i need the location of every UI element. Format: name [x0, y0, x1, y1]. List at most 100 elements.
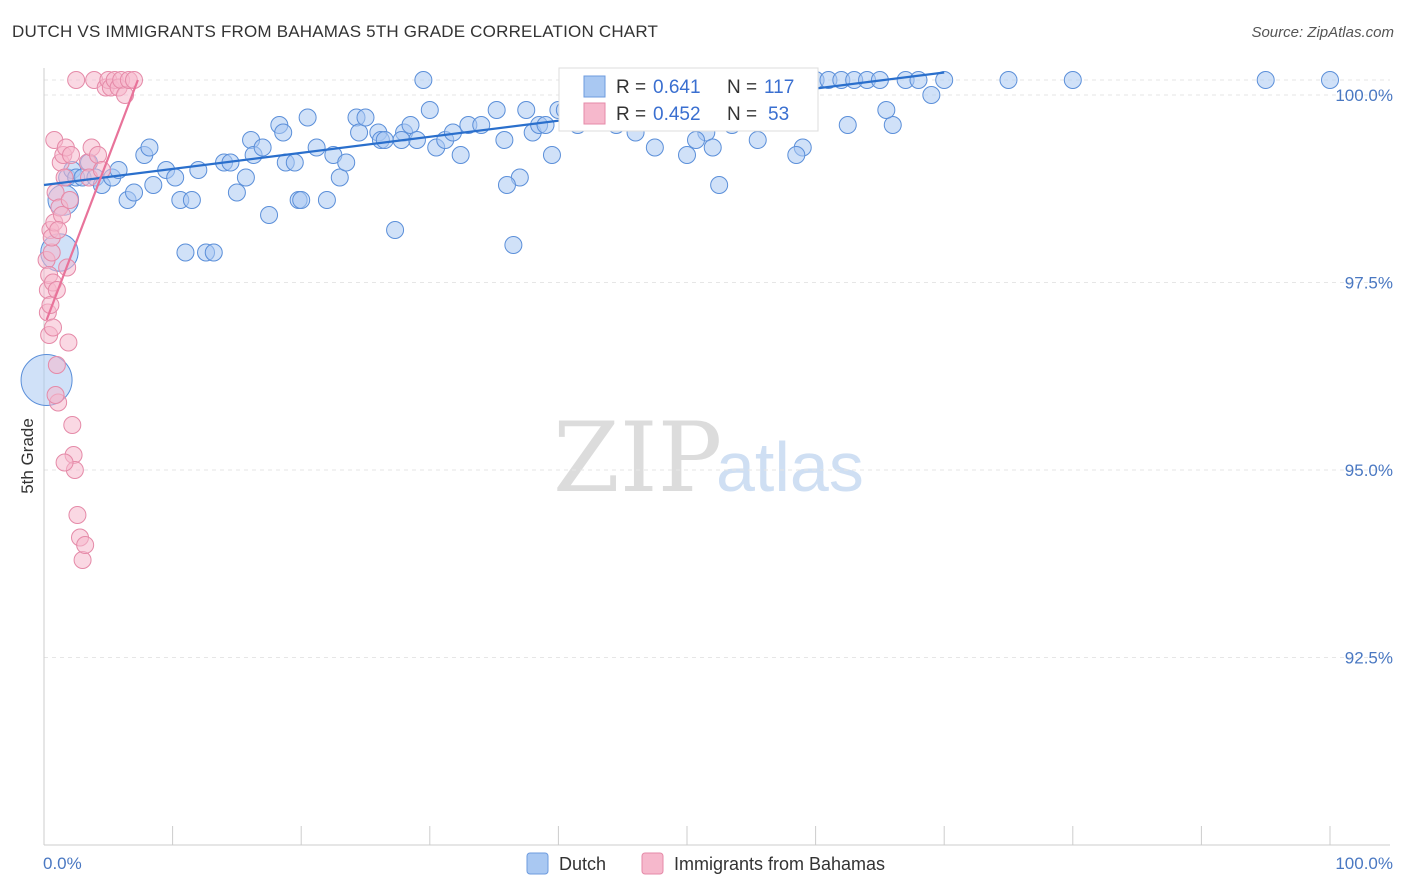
series-0-point-18: [182, 191, 201, 209]
series-0-point-115: [999, 71, 1018, 89]
series-0-point-43: [375, 131, 394, 149]
stats-r-value-bahamas: 0.452: [653, 104, 701, 125]
series-1-points: [37, 71, 144, 569]
series-0-point-49: [420, 101, 439, 119]
series-0-point-23: [227, 183, 246, 202]
stats-n-value-dutch: 117: [764, 77, 794, 98]
series-0-point-76: [678, 146, 696, 164]
series-0-point-100: [236, 168, 255, 187]
series-1-point-25: [60, 191, 79, 209]
stats-n-key-dutch: N =: [727, 77, 757, 98]
series-0-point-98: [144, 176, 163, 194]
series-1-point-50: [49, 221, 68, 239]
series-0-point-29: [274, 123, 293, 142]
stats-box: R = 0.641 N = 117 R = 0.452 N = 53: [558, 67, 819, 132]
series-0-point-37: [330, 168, 349, 187]
series-1-point-26: [62, 146, 81, 164]
series-0-point-97: [935, 71, 954, 89]
y-axis-label: 5th Grade: [18, 418, 37, 494]
series-1-point-49: [125, 71, 144, 89]
stats-r-key-bahamas: R =: [616, 104, 646, 125]
y-tick-labels: 100.0% 97.5% 95.0% 92.5%: [1335, 86, 1393, 668]
series-0-point-106: [542, 146, 561, 164]
series-0-point-108: [645, 138, 664, 157]
y-tick-label-0: 100.0%: [1335, 86, 1393, 105]
series-0-point-113: [877, 101, 896, 119]
series-1-point-27: [63, 416, 82, 434]
series-0-point-44: [386, 221, 405, 239]
series-1-point-19: [53, 206, 72, 224]
series-1-trendline: [45, 79, 139, 321]
series-1-point-39: [89, 146, 108, 164]
y-tick-label-1: 97.5%: [1345, 274, 1393, 293]
series-1-point-33: [73, 551, 92, 569]
series-1-point-51: [46, 386, 65, 404]
series-0-point-111: [787, 146, 806, 164]
series-0-point-20: [204, 243, 223, 262]
series-0-point-27: [260, 206, 279, 224]
series-0-point-114: [922, 86, 941, 104]
legend-label-bahamas: Immigrants from Bahamas: [674, 854, 885, 874]
series-1-point-34: [76, 536, 95, 554]
axis-layer: [43, 68, 1390, 846]
watermark-zip: ZIP: [553, 402, 722, 514]
legend-swatch-bahamas: [641, 852, 664, 875]
series-0-point-56: [495, 131, 514, 149]
series-0-point-94: [883, 116, 902, 134]
series-0-point-35: [317, 191, 336, 209]
series-0-point-102: [337, 153, 356, 172]
series-0-point-26: [253, 138, 272, 157]
series-0-point-104: [451, 146, 470, 164]
series-0-point-48: [414, 71, 433, 89]
series-0-point-46: [401, 116, 420, 134]
series-0-point-39: [350, 123, 369, 142]
chart-source: Source: ZipAtlas.com: [1251, 24, 1394, 41]
series-0-point-57: [504, 236, 523, 254]
series-0-point-17: [176, 243, 195, 262]
series-1-point-31: [68, 506, 87, 524]
stats-r-value-dutch: 0.641: [653, 77, 701, 98]
series-0-point-118: [1321, 71, 1339, 89]
series-0-point-31: [285, 153, 304, 172]
series-0-point-55: [487, 101, 506, 119]
stats-n-value-bahamas: 53: [768, 104, 789, 125]
series-0-point-34: [307, 138, 326, 157]
series-0-point-13: [140, 138, 159, 157]
chart-title: DUTCH VS IMMIGRANTS FROM BAHAMAS 5TH GRA…: [12, 22, 659, 41]
series-0-point-110: [748, 131, 767, 149]
series-0-point-33: [298, 108, 317, 127]
series-0-point-112: [838, 116, 857, 134]
series-1-point-7: [42, 243, 61, 262]
series-0-point-40: [356, 108, 375, 127]
series-0-point-78: [703, 138, 722, 157]
watermark-atlas: atlas: [716, 428, 864, 506]
series-0-point-15: [166, 168, 185, 187]
grid-layer: [44, 79, 1390, 658]
stats-swatch-dutch: [583, 75, 606, 98]
series-0-point-62: [536, 116, 555, 134]
stats-n-key-bahamas: N =: [727, 104, 757, 125]
series-0-point-59: [517, 101, 536, 119]
series-0-point-120: [125, 183, 144, 202]
legend-swatch-dutch: [526, 852, 549, 875]
stats-swatch-bahamas: [583, 102, 606, 125]
legend-label-dutch: Dutch: [559, 854, 606, 874]
series-0-point-109: [687, 131, 706, 149]
legend: Dutch Immigrants from Bahamas: [526, 852, 885, 875]
series-1-point-24: [59, 333, 78, 352]
series-0-point-116: [1063, 71, 1082, 89]
watermark: ZIP atlas: [553, 402, 864, 514]
y-tick-label-2: 95.0%: [1345, 461, 1393, 480]
series-0-point-101: [292, 191, 311, 209]
series-0-point-105: [497, 176, 516, 194]
series-1-point-10: [44, 318, 63, 337]
series-1-point-15: [47, 356, 66, 374]
x-tick-label-max: 100.0%: [1335, 854, 1393, 873]
series-1-point-30: [67, 71, 86, 89]
series-1-point-52: [55, 453, 74, 472]
x-tick-label-min: 0.0%: [43, 854, 82, 873]
y-tick-label-3: 92.5%: [1345, 649, 1393, 668]
series-0-point-117: [1256, 71, 1275, 89]
series-0-point-79: [710, 176, 729, 194]
